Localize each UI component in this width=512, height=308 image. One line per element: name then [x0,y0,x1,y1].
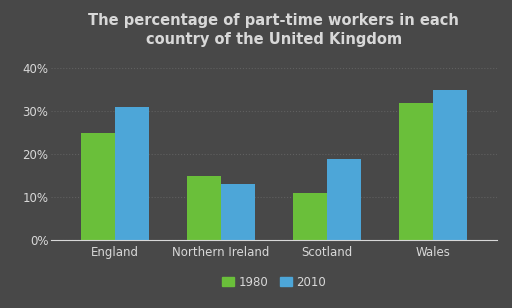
Legend: 1980, 2010: 1980, 2010 [217,271,331,294]
Bar [399,103,433,240]
Title: The percentage of part-time workers in each
country of the United Kingdom: The percentage of part-time workers in e… [89,13,459,47]
Bar [81,133,115,240]
Bar [115,107,149,240]
Bar [221,184,255,240]
Bar [293,193,327,240]
Bar [433,90,467,240]
Bar [327,159,361,240]
Bar [187,176,221,240]
